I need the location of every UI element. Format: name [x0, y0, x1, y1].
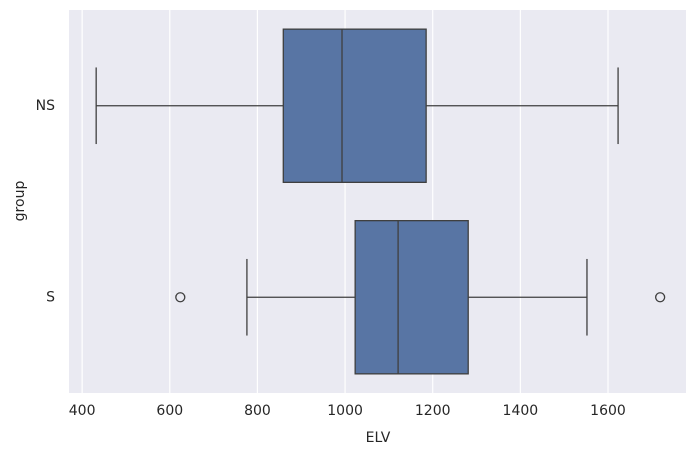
y-tick-label: NS: [36, 98, 55, 114]
x-tick-label: 800: [244, 403, 271, 419]
x-tick-label: 1600: [590, 403, 626, 419]
x-tick-label: 1400: [503, 403, 539, 419]
y-axis-label: group: [12, 181, 28, 222]
x-tick-label: 600: [156, 403, 183, 419]
x-tick-label: 1000: [327, 403, 363, 419]
outlier: [654, 292, 666, 303]
box: [282, 28, 427, 183]
x-axis-label: ELV: [366, 430, 391, 446]
box: [354, 219, 469, 375]
x-tick-label: 1200: [415, 403, 451, 419]
outlier: [175, 292, 186, 303]
x-tick-label: 400: [69, 403, 96, 419]
y-tick-label: S: [46, 289, 55, 305]
